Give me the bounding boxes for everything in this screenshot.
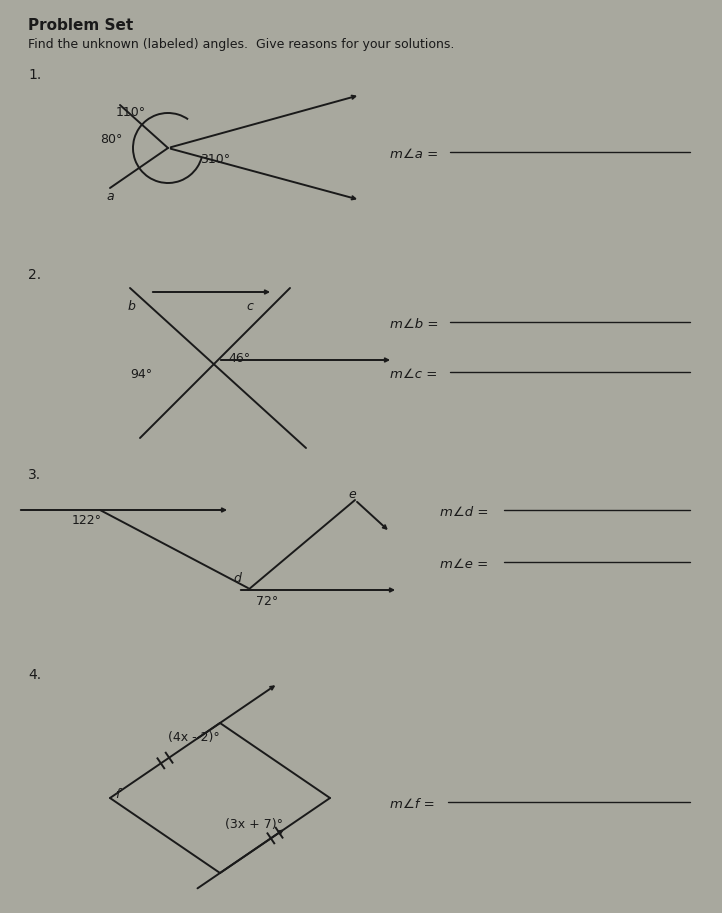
Text: 1.: 1. <box>28 68 41 82</box>
Text: m∠a =: m∠a = <box>390 148 438 161</box>
Text: 94°: 94° <box>130 368 152 381</box>
Text: Problem Set: Problem Set <box>28 18 134 33</box>
Text: m∠c =: m∠c = <box>390 368 438 381</box>
Text: 72°: 72° <box>256 595 278 608</box>
Text: (4x - 2)°: (4x - 2)° <box>168 731 219 744</box>
Text: f: f <box>115 788 119 801</box>
Text: 46°: 46° <box>228 352 250 365</box>
Text: (3x + 7)°: (3x + 7)° <box>225 818 283 831</box>
Text: m∠f =: m∠f = <box>390 798 435 811</box>
Text: 122°: 122° <box>72 514 102 527</box>
Text: b: b <box>128 300 136 313</box>
Text: e: e <box>348 488 356 501</box>
Text: 2.: 2. <box>28 268 41 282</box>
Text: m∠d =: m∠d = <box>440 506 489 519</box>
Text: 4.: 4. <box>28 668 41 682</box>
Text: c: c <box>246 300 253 313</box>
Text: 80°: 80° <box>100 133 122 146</box>
Text: m∠e =: m∠e = <box>440 558 488 571</box>
Text: 3.: 3. <box>28 468 41 482</box>
Text: m∠b =: m∠b = <box>390 318 438 331</box>
Text: 110°: 110° <box>116 106 146 119</box>
Text: 310°: 310° <box>200 153 230 166</box>
Text: Find the unknown (labeled) angles.  Give reasons for your solutions.: Find the unknown (labeled) angles. Give … <box>28 38 454 51</box>
Text: d: d <box>233 572 241 585</box>
Text: a: a <box>106 190 113 203</box>
